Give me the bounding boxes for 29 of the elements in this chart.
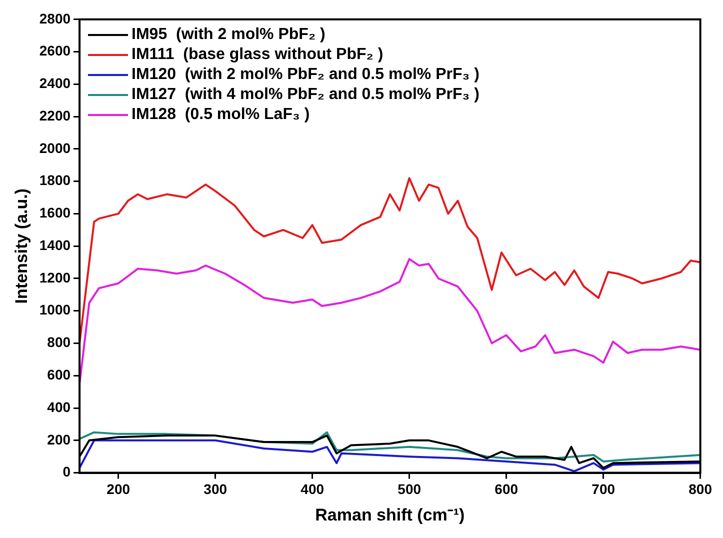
- y-tick-label: 800: [47, 334, 71, 350]
- y-tick-label: 1000: [39, 302, 71, 318]
- y-tick-label: 1800: [39, 172, 71, 188]
- legend-label: IM120 (with 2 mol% PbF₂ and 0.5 mol% PrF₃ ): [132, 65, 480, 86]
- x-tick-label: 600: [494, 481, 518, 498]
- y-tick-label: 1400: [39, 236, 71, 253]
- y-axis-title: Intensity (a.u.): [12, 188, 31, 304]
- y-tick-label: 1600: [39, 204, 71, 221]
- x-tick-label: 200: [106, 481, 130, 498]
- y-tick-label: 1200: [39, 269, 71, 286]
- y-tick-label: 600: [47, 366, 71, 382]
- x-tick-label: 500: [398, 481, 422, 498]
- x-tick-label: 700: [592, 481, 616, 498]
- legend-label: IM111 (base glass without PbF₂ ): [132, 45, 384, 66]
- y-tick-label: 2800: [39, 10, 71, 26]
- x-axis-title: Raman shift (cm⁻¹): [315, 505, 465, 524]
- x-tick-label: 800: [688, 481, 712, 498]
- y-tick-label: 2600: [39, 42, 71, 59]
- legend-label: IM95 (with 2 mol% PbF₂ ): [132, 25, 326, 46]
- x-tick-label: 400: [300, 481, 324, 498]
- y-tick-label: 2000: [39, 140, 71, 156]
- y-tick-label: 200: [47, 431, 71, 448]
- x-tick-label: 300: [204, 481, 228, 498]
- y-tick-label: 2200: [39, 107, 71, 124]
- y-tick-label: 0: [62, 464, 71, 480]
- y-tick-label: 400: [47, 398, 71, 415]
- legend-label: IM128 (0.5 mol% LaF₃ ): [132, 105, 310, 126]
- y-tick-label: 2400: [39, 75, 71, 92]
- legend-label: IM127 (with 4 mol% PbF₂ and 0.5 mol% PrF₃ ): [132, 85, 480, 106]
